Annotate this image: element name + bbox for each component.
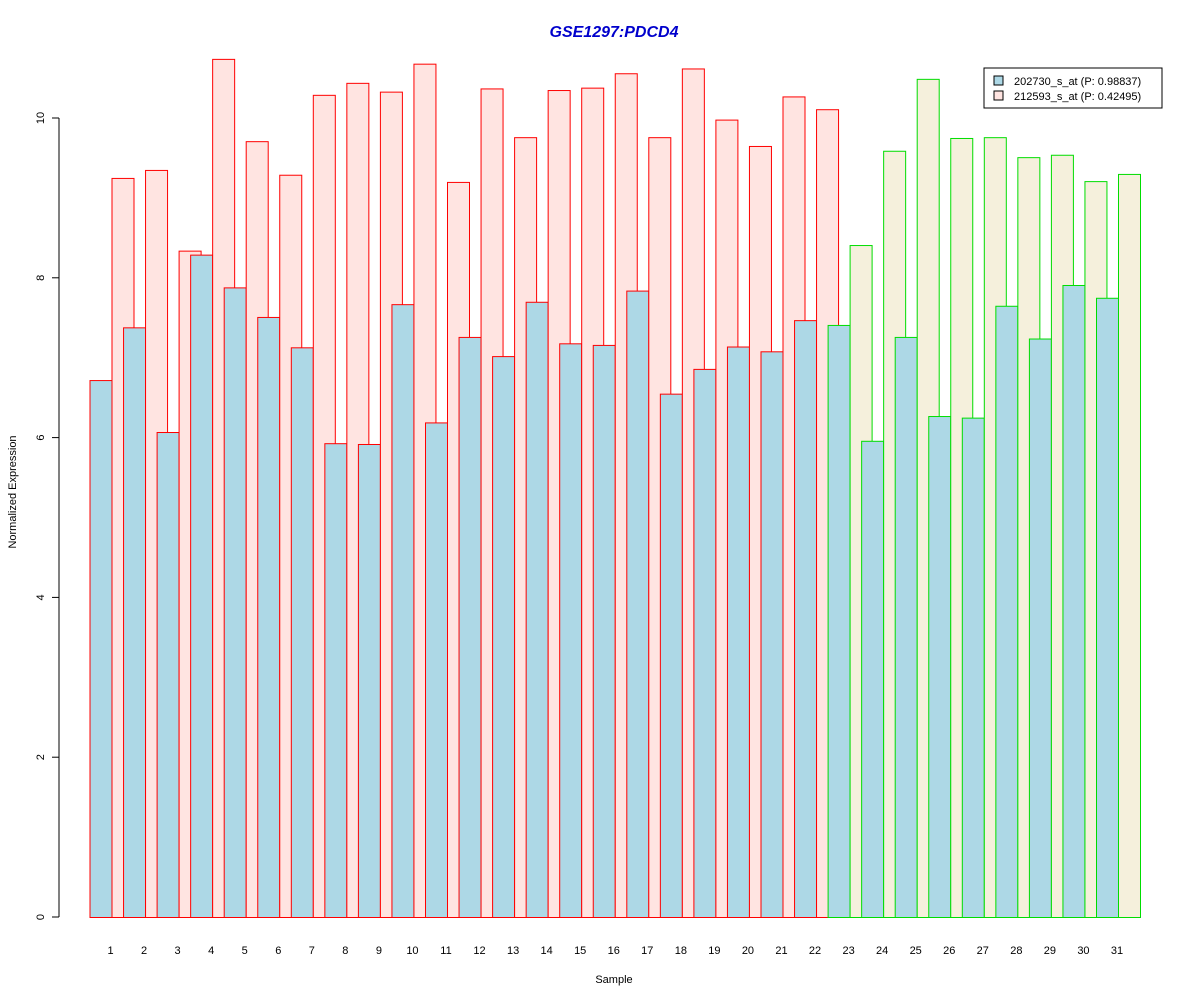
bar-series-1 [492, 356, 516, 918]
bar-series-1 [357, 443, 381, 918]
bar-series-1 [1062, 284, 1086, 918]
bar-series-1 [89, 380, 113, 918]
x-tick-label: 31 [1111, 945, 1123, 957]
x-tick-label: 16 [608, 945, 620, 957]
x-tick-label: 23 [842, 945, 854, 957]
legend-swatch-series-1 [993, 75, 1004, 86]
bar-series-1 [391, 304, 415, 918]
chart-title: GSE1297:PDCD4 [550, 24, 679, 41]
x-tick-label: 6 [275, 945, 281, 957]
x-tick-label: 21 [775, 945, 787, 957]
y-tick-label: 10 [35, 112, 47, 124]
bar-series-1 [324, 443, 348, 918]
x-tick-label: 14 [541, 945, 553, 957]
x-tick-label: 29 [1044, 945, 1056, 957]
bar-series-1 [1028, 338, 1052, 918]
x-tick-label: 17 [641, 945, 653, 957]
x-tick-label: 7 [309, 945, 315, 957]
bar-series-1 [894, 336, 918, 918]
x-tick-label: 10 [406, 945, 418, 957]
bar-series-1 [928, 416, 952, 918]
x-tick-label: 4 [208, 945, 214, 957]
y-tick-label: 2 [35, 754, 47, 760]
x-tick-label: 18 [675, 945, 687, 957]
legend-label-series-2: 212593_s_at (P: 0.42495) [1014, 91, 1141, 103]
legend-swatch-series-2 [993, 90, 1004, 101]
x-tick-label: 15 [574, 945, 586, 957]
legend-box [983, 67, 1163, 109]
y-tick-label: 6 [35, 435, 47, 441]
bar-series-1 [726, 346, 750, 919]
x-tick-label: 5 [242, 945, 248, 957]
x-tick-label: 2 [141, 945, 147, 957]
bar-series-1 [827, 324, 851, 919]
x-tick-label: 3 [175, 945, 181, 957]
bar-series-1 [794, 320, 818, 919]
bar-series-1 [861, 440, 885, 918]
bar-series-1 [626, 290, 650, 919]
x-axis-label: Sample [595, 974, 632, 986]
x-tick-label: 26 [943, 945, 955, 957]
x-tick-label: 9 [376, 945, 382, 957]
bar-series-1 [156, 432, 180, 918]
y-axis-label: Normalized Expression [7, 435, 19, 548]
x-tick-label: 25 [910, 945, 922, 957]
bar-series-1 [458, 336, 482, 918]
y-tick-label: 8 [35, 275, 47, 281]
legend-label-series-1: 202730_s_at (P: 0.98837) [1014, 76, 1141, 88]
x-tick-label: 24 [876, 945, 888, 957]
bar-series-1 [123, 327, 147, 918]
bar-series-1 [659, 393, 683, 918]
bar-series-1 [559, 343, 583, 918]
bar-series-1 [592, 344, 616, 918]
bar-series-1 [961, 417, 985, 918]
bar-series-1 [760, 351, 784, 919]
x-tick-label: 20 [742, 945, 754, 957]
bar-series-1 [290, 347, 314, 918]
bar-series-2 [1118, 173, 1141, 918]
bars-group [89, 58, 1141, 919]
bar-series-1 [525, 301, 549, 918]
x-tick-label: 19 [708, 945, 720, 957]
x-tick-label: 1 [107, 945, 113, 957]
y-axis: 0 2 4 6 8 10 [35, 112, 60, 920]
bar-series-1 [425, 422, 448, 918]
bar-series-1 [223, 287, 247, 918]
y-tick-label: 0 [35, 914, 47, 920]
x-tick-label: 27 [977, 945, 989, 957]
bar-series-1 [190, 254, 214, 918]
bar-series-1 [257, 316, 281, 918]
x-tick-label: 12 [473, 945, 485, 957]
x-tick-label: 30 [1077, 945, 1089, 957]
x-tick-label: 11 [440, 945, 451, 957]
y-tick-label: 4 [35, 594, 47, 600]
x-tick-labels: 1 2 3 4 5 6 7 8 9 10 11 12 13 14 15 16 17 18 19 20 21 22 23 24 2… [107, 945, 1123, 957]
x-tick-label: 22 [809, 945, 821, 957]
x-tick-label: 28 [1010, 945, 1022, 957]
x-tick-label: 8 [342, 945, 348, 957]
x-tick-label: 13 [507, 945, 519, 957]
bar-series-1 [1096, 297, 1119, 918]
bar-series-1 [995, 305, 1019, 918]
legend: 202730_s_at (P: 0.98837) 212593_s_at (P:… [983, 67, 1163, 109]
bar-series-1 [693, 368, 717, 918]
